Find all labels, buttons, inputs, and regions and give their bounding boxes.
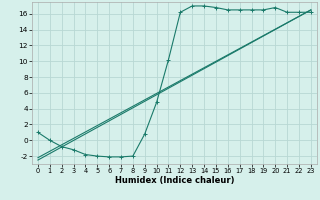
X-axis label: Humidex (Indice chaleur): Humidex (Indice chaleur) (115, 176, 234, 185)
